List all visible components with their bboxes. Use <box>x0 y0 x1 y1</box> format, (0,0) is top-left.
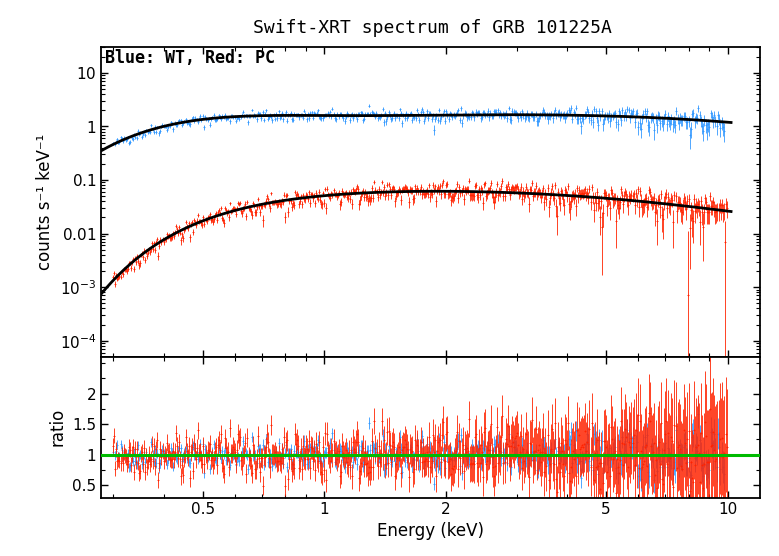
X-axis label: Energy (keV): Energy (keV) <box>377 522 484 540</box>
Y-axis label: ratio: ratio <box>49 408 67 446</box>
Text: Swift-XRT spectrum of GRB 101225A: Swift-XRT spectrum of GRB 101225A <box>253 19 612 37</box>
Text: Blue: WT, Red: PC: Blue: WT, Red: PC <box>104 49 274 67</box>
Y-axis label: counts s⁻¹ keV⁻¹: counts s⁻¹ keV⁻¹ <box>37 134 55 270</box>
